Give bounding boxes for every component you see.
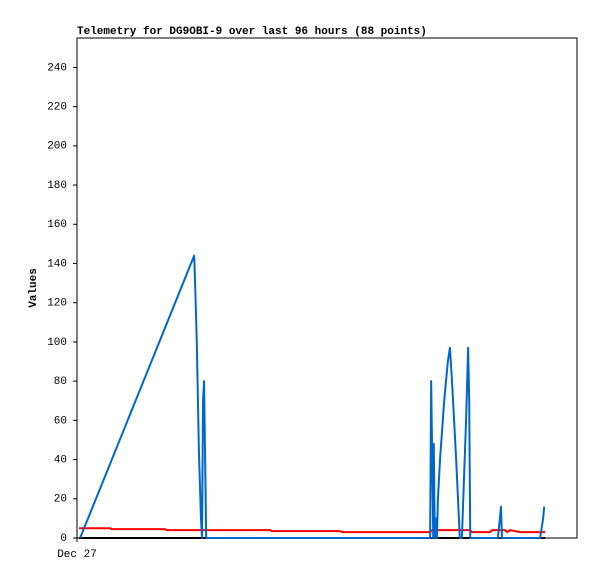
y-tick-label: 120 xyxy=(47,298,67,310)
y-tick-label: 200 xyxy=(47,141,67,153)
y-axis-label: Values xyxy=(28,268,40,308)
chart-title: Telemetry for DG9OBI-9 over last 96 hour… xyxy=(77,26,427,38)
y-tick-label: 0 xyxy=(60,533,67,545)
y-tick-label: 220 xyxy=(47,102,67,114)
x-tick-label: Dec 27 xyxy=(57,549,97,561)
y-tick-label: 140 xyxy=(47,258,67,270)
plot-area xyxy=(76,37,578,539)
y-tick-label: 40 xyxy=(54,454,67,466)
y-tick-label: 20 xyxy=(54,494,67,506)
y-tick-label: 240 xyxy=(47,62,67,74)
y-tick-label: 80 xyxy=(54,376,67,388)
y-tick-label: 180 xyxy=(47,180,67,192)
y-tick-label: 100 xyxy=(47,337,67,349)
y-tick-label: 160 xyxy=(47,219,67,231)
data-line xyxy=(79,254,546,539)
y-tick-label: 60 xyxy=(54,415,67,427)
